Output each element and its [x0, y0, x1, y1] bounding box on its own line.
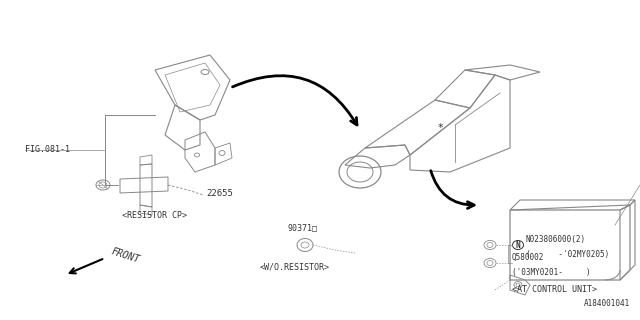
Text: N023806000(2): N023806000(2)	[526, 235, 586, 244]
Text: FRONT: FRONT	[110, 247, 141, 265]
Text: FIG.081-1: FIG.081-1	[25, 146, 70, 155]
Text: <RESISTOR CP>: <RESISTOR CP>	[122, 211, 188, 220]
Text: 22655: 22655	[206, 189, 233, 198]
Text: *: *	[437, 123, 443, 133]
Text: <W/O.RESISTOR>: <W/O.RESISTOR>	[260, 262, 330, 271]
Text: A184001041: A184001041	[584, 299, 630, 308]
Text: <AT CONTROL UNIT>: <AT CONTROL UNIT>	[512, 285, 597, 294]
Text: Q580002: Q580002	[512, 253, 545, 262]
FancyArrowPatch shape	[232, 76, 357, 125]
Text: N: N	[516, 241, 520, 250]
FancyArrowPatch shape	[431, 171, 474, 208]
Text: 90371□: 90371□	[287, 223, 317, 233]
Text: ('03MY0201-     ): ('03MY0201- )	[512, 268, 591, 277]
Text: (      -'02MY0205): ( -'02MY0205)	[526, 250, 609, 259]
